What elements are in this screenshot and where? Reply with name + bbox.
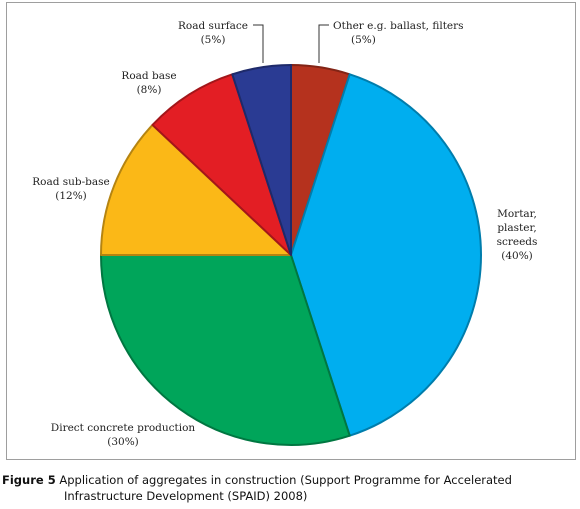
chart-frame: Other e.g. ballast, filters (5%) Mortar, pl… [6,2,576,460]
slice-label-mortar-plaster-screeds: screeds [497,236,538,248]
slice-label-mortar-plaster-screeds: Mortar, [497,208,537,220]
pct-label-road-base: (8%) [137,84,162,96]
figure-label: Figure 5 [2,473,56,487]
pct-label-direct-concrete-production: (30%) [107,436,139,448]
slice-label-other-e-g-ballast-filters: Other e.g. ballast, filters [333,20,464,32]
pie-slice-direct-concrete-production [100,254,351,446]
pct-label-other-e-g-ballast-filters: (5%) [351,34,376,46]
caption-line-2: Infrastructure Development (SPAID) 2008) [64,489,308,503]
slice-label-road-sub-base: Road sub-base [32,176,110,188]
pie-slice-road-surface [231,64,292,256]
caption-line-1: Application of aggregates in constructio… [59,473,512,487]
pct-label-road-sub-base: (12%) [55,190,87,202]
figure-caption: Figure 5 Application of aggregates in co… [2,472,572,504]
pie-chart: Other e.g. ballast, filters (5%) Mortar, pl… [32,20,538,448]
pct-label-road-surface: (5%) [201,34,226,46]
pct-label-mortar-plaster-screeds: (40%) [501,250,533,262]
leader-line-other-e-g-ballast-filters [318,24,329,63]
pie-slice-mortar-plaster-screeds [290,73,482,437]
pie-slice-road-base [151,73,292,256]
slice-label-mortar-plaster-screeds: plaster, [497,222,536,234]
slice-label-direct-concrete-production: Direct concrete production [51,422,196,434]
pie-slice-road-sub-base [100,123,292,256]
slice-label-road-surface: Road surface [178,20,248,32]
slice-label-road-base: Road base [121,70,176,82]
leader-line-road-surface [253,24,264,63]
